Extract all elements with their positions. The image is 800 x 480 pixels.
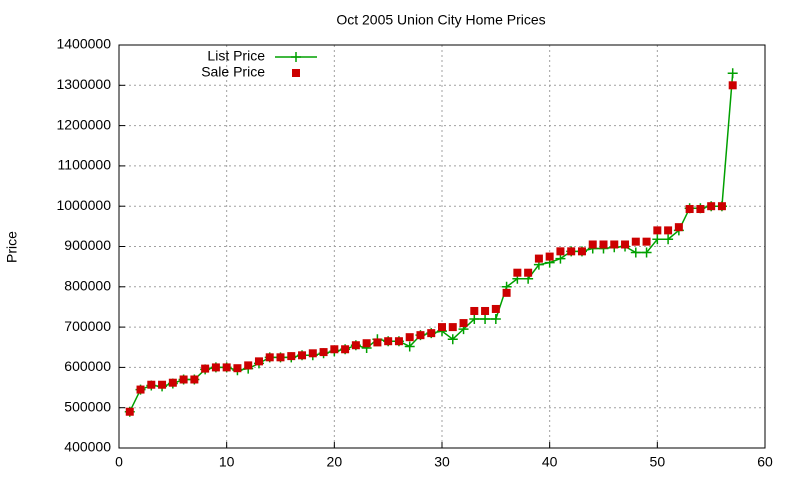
square-marker <box>491 304 500 313</box>
square-marker <box>222 363 231 372</box>
plus-marker <box>641 247 652 258</box>
square-marker <box>567 247 576 256</box>
square-marker <box>717 202 726 211</box>
y-tick-label: 1400000 <box>56 36 111 52</box>
x-tick-label: 20 <box>327 454 343 470</box>
square-marker <box>147 380 156 389</box>
y-tick-label: 900000 <box>64 237 111 253</box>
x-tick-label: 60 <box>757 454 773 470</box>
square-marker <box>534 254 543 263</box>
square-marker <box>631 237 640 246</box>
square-marker <box>158 380 167 389</box>
square-marker <box>470 306 479 315</box>
square-marker <box>233 364 242 373</box>
plus-marker <box>480 314 491 325</box>
square-marker <box>674 223 683 232</box>
square-marker <box>287 352 296 361</box>
y-tick-label: 800000 <box>64 278 111 294</box>
square-marker <box>244 361 253 370</box>
x-tick-label: 10 <box>219 454 235 470</box>
square-marker <box>459 319 468 328</box>
square-marker <box>588 240 597 249</box>
x-tick-label: 0 <box>115 454 123 470</box>
plus-marker <box>291 52 301 62</box>
square-marker <box>416 331 425 340</box>
square-marker <box>298 351 307 360</box>
square-marker <box>621 240 630 249</box>
y-tick-label: 400000 <box>64 439 111 455</box>
x-tick-label: 30 <box>434 454 450 470</box>
plus-marker <box>490 314 501 325</box>
square-marker <box>292 69 300 77</box>
square-marker <box>524 268 533 277</box>
y-axis-label: Price <box>4 231 20 263</box>
square-marker <box>211 363 220 372</box>
plus-marker <box>652 234 663 245</box>
square-marker <box>685 205 694 214</box>
y-tick-label: 1000000 <box>56 197 111 213</box>
square-marker <box>341 345 350 354</box>
square-marker <box>190 375 199 384</box>
y-tick-label: 700000 <box>64 318 111 334</box>
square-marker <box>696 205 705 214</box>
plus-marker <box>727 68 738 79</box>
square-marker <box>201 364 210 373</box>
square-marker <box>351 341 360 350</box>
square-marker <box>448 323 457 332</box>
y-tick-label: 1100000 <box>58 157 112 173</box>
series-line <box>129 73 734 413</box>
square-marker <box>653 226 662 235</box>
square-marker <box>556 247 565 256</box>
square-marker <box>577 247 586 256</box>
plus-marker <box>447 334 458 345</box>
plot-frame <box>118 44 766 449</box>
y-tick-label: 1200000 <box>56 116 111 132</box>
plus-marker <box>630 247 641 258</box>
square-marker <box>707 202 716 211</box>
x-tick-label: 40 <box>542 454 558 470</box>
square-marker <box>254 357 263 366</box>
square-marker <box>136 385 145 394</box>
square-marker <box>362 339 371 348</box>
square-marker <box>502 288 511 297</box>
y-tick-label: 500000 <box>64 398 111 414</box>
square-marker <box>394 337 403 346</box>
square-marker <box>481 306 490 315</box>
y-tick-label: 1300000 <box>56 76 111 92</box>
square-marker <box>438 323 446 332</box>
legend-label: Sale Price <box>201 64 265 80</box>
square-marker <box>427 329 436 338</box>
y-tick-label: 600000 <box>64 358 111 374</box>
square-marker <box>642 237 651 246</box>
square-marker <box>384 337 393 346</box>
square-marker <box>319 348 328 357</box>
legend-label: List Price <box>207 48 265 64</box>
square-marker <box>265 353 274 362</box>
square-marker <box>599 240 608 249</box>
square-marker <box>610 240 619 249</box>
square-marker <box>330 345 339 354</box>
square-marker <box>664 226 673 235</box>
square-marker <box>373 338 382 347</box>
plus-marker <box>469 314 480 325</box>
plus-marker <box>663 234 674 245</box>
plus-marker <box>404 341 415 352</box>
square-marker <box>545 252 554 261</box>
square-marker <box>168 378 177 387</box>
square-marker <box>179 375 188 384</box>
square-marker <box>405 333 414 342</box>
x-tick-label: 50 <box>650 454 666 470</box>
square-marker <box>308 349 317 358</box>
square-marker <box>125 407 134 416</box>
square-marker <box>513 268 522 277</box>
chart-title: Oct 2005 Union City Home Prices <box>336 12 545 28</box>
square-marker <box>276 353 285 362</box>
square-marker <box>728 81 737 90</box>
